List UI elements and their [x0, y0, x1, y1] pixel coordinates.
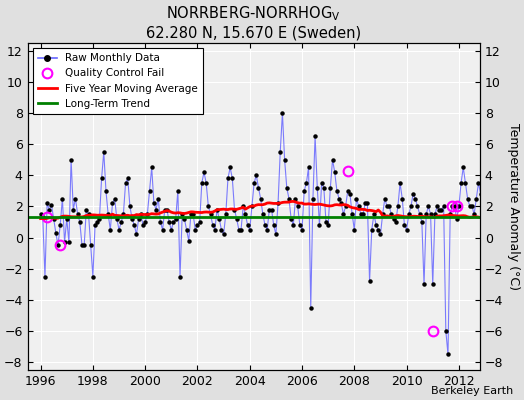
Y-axis label: Temperature Anomaly (°C): Temperature Anomaly (°C): [507, 123, 520, 290]
Legend: Raw Monthly Data, Quality Control Fail, Five Year Moving Average, Long-Term Tren: Raw Monthly Data, Quality Control Fail, …: [32, 48, 203, 114]
Title: NORRBERG-NORRHOG$_\mathrm{V}$
62.280 N, 15.670 E (Sweden): NORRBERG-NORRHOG$_\mathrm{V}$ 62.280 N, …: [146, 4, 361, 40]
Text: Berkeley Earth: Berkeley Earth: [431, 386, 514, 396]
